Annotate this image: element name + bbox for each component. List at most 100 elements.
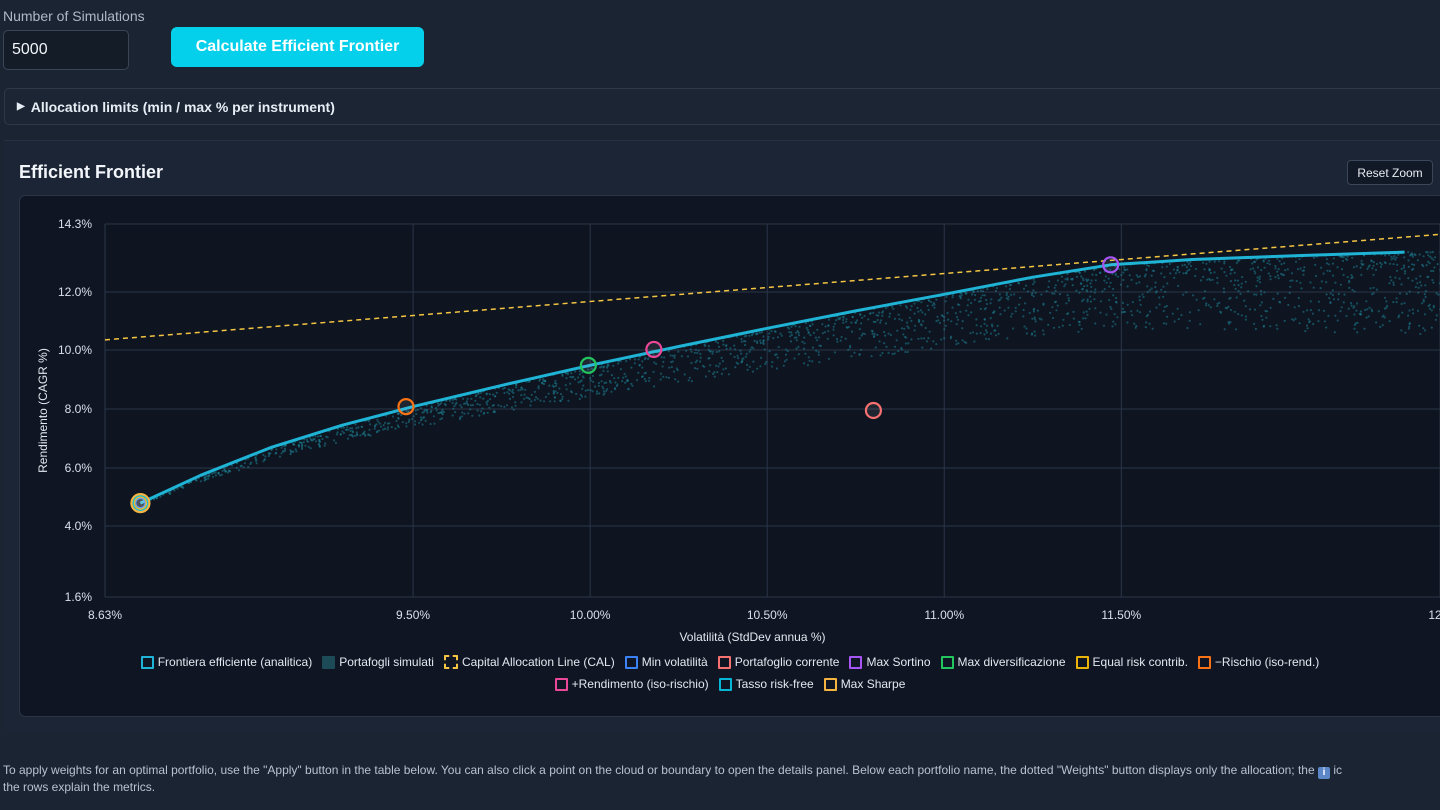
simulated-portfolio-point[interactable] (553, 400, 556, 403)
simulated-portfolio-point[interactable] (1054, 289, 1057, 292)
simulated-portfolio-point[interactable] (937, 319, 940, 322)
simulated-portfolio-point[interactable] (1252, 267, 1255, 270)
simulated-portfolio-point[interactable] (661, 365, 664, 368)
simulated-portfolio-point[interactable] (411, 417, 414, 421)
simulated-portfolio-point[interactable] (702, 364, 705, 368)
simulated-portfolio-point[interactable] (167, 491, 171, 494)
simulated-portfolio-point[interactable] (1381, 315, 1384, 318)
simulated-portfolio-point[interactable] (1090, 279, 1093, 282)
simulated-portfolio-point[interactable] (262, 460, 265, 463)
simulated-portfolio-point[interactable] (1199, 323, 1202, 326)
simulated-portfolio-point[interactable] (600, 380, 603, 383)
simulated-portfolio-point[interactable] (570, 372, 573, 375)
simulated-portfolio-point[interactable] (477, 392, 480, 395)
simulated-portfolio-point[interactable] (361, 432, 364, 436)
simulated-portfolio-point[interactable] (998, 298, 1002, 301)
simulated-portfolio-point[interactable] (927, 299, 931, 302)
simulated-portfolio-point[interactable] (349, 429, 352, 432)
simulated-portfolio-point[interactable] (1428, 307, 1431, 310)
simulated-portfolio-point[interactable] (1325, 281, 1328, 284)
simulated-portfolio-point[interactable] (614, 381, 617, 384)
simulated-portfolio-point[interactable] (429, 411, 432, 414)
simulated-portfolio-point[interactable] (850, 355, 853, 358)
simulated-portfolio-point[interactable] (548, 384, 551, 387)
simulated-portfolio-point[interactable] (1014, 306, 1017, 309)
simulated-portfolio-point[interactable] (790, 333, 793, 337)
simulated-portfolio-point[interactable] (903, 327, 906, 330)
simulated-portfolio-point[interactable] (1216, 302, 1219, 305)
simulated-portfolio-point[interactable] (469, 408, 472, 411)
simulated-portfolio-point[interactable] (984, 329, 988, 332)
simulated-portfolio-point[interactable] (765, 360, 768, 364)
simulated-portfolio-point[interactable] (1294, 260, 1298, 263)
simulated-portfolio-point[interactable] (1228, 265, 1232, 269)
simulated-portfolio-point[interactable] (1260, 293, 1263, 296)
simulated-portfolio-point[interactable] (1375, 262, 1379, 266)
simulated-portfolio-point[interactable] (1032, 295, 1035, 298)
simulated-portfolio-point[interactable] (421, 423, 424, 426)
simulated-portfolio-point[interactable] (1262, 324, 1266, 327)
simulated-portfolio-point[interactable] (920, 324, 923, 327)
simulated-portfolio-point[interactable] (680, 355, 683, 358)
simulated-portfolio-point[interactable] (1022, 315, 1025, 318)
simulated-portfolio-point[interactable] (797, 331, 800, 334)
simulated-portfolio-point[interactable] (671, 354, 675, 357)
simulated-portfolio-point[interactable] (951, 306, 954, 309)
simulated-portfolio-point[interactable] (1350, 276, 1353, 280)
simulated-portfolio-point[interactable] (470, 397, 473, 400)
simulated-portfolio-point[interactable] (1372, 273, 1375, 276)
simulated-portfolio-point[interactable] (1028, 311, 1031, 314)
simulated-portfolio-point[interactable] (376, 418, 379, 421)
simulated-portfolio-point[interactable] (1165, 322, 1168, 325)
simulated-portfolio-point[interactable] (386, 428, 389, 431)
simulated-portfolio-point[interactable] (1010, 315, 1013, 318)
simulated-portfolio-point[interactable] (1288, 291, 1291, 294)
simulated-portfolio-point[interactable] (1347, 307, 1350, 310)
simulated-portfolio-point[interactable] (503, 391, 506, 395)
simulated-portfolio-point[interactable] (1005, 292, 1008, 295)
simulated-portfolio-point[interactable] (1031, 292, 1034, 295)
simulated-portfolio-point[interactable] (987, 338, 991, 341)
simulated-portfolio-point[interactable] (943, 337, 946, 340)
simulated-portfolio-point[interactable] (1121, 301, 1125, 304)
simulated-portfolio-point[interactable] (812, 331, 816, 334)
simulated-portfolio-point[interactable] (1279, 301, 1282, 304)
simulated-portfolio-point[interactable] (951, 296, 954, 299)
simulated-portfolio-point[interactable] (603, 381, 606, 384)
simulated-portfolio-point[interactable] (455, 398, 458, 401)
simulated-portfolio-point[interactable] (1253, 308, 1257, 311)
simulated-portfolio-point[interactable] (1090, 290, 1093, 293)
simulated-portfolio-point[interactable] (935, 298, 938, 301)
simulated-portfolio-point[interactable] (693, 351, 696, 354)
simulated-portfolio-point[interactable] (744, 355, 748, 358)
simulated-portfolio-point[interactable] (806, 328, 809, 331)
simulated-portfolio-point[interactable] (467, 403, 470, 407)
simulated-portfolio-point[interactable] (479, 391, 482, 394)
simulated-portfolio-point[interactable] (334, 441, 337, 444)
simulated-portfolio-point[interactable] (1370, 259, 1373, 262)
simulated-portfolio-point[interactable] (1260, 301, 1263, 304)
simulated-portfolio-point[interactable] (930, 347, 933, 350)
simulated-portfolio-point[interactable] (514, 404, 517, 407)
simulated-portfolio-point[interactable] (542, 380, 545, 383)
simulated-portfolio-point[interactable] (1109, 281, 1112, 284)
simulated-portfolio-point[interactable] (349, 427, 352, 430)
simulated-portfolio-point[interactable] (267, 452, 270, 455)
simulated-portfolio-point[interactable] (1419, 332, 1422, 336)
simulated-portfolio-point[interactable] (1240, 286, 1243, 289)
simulated-portfolio-point[interactable] (994, 334, 998, 337)
simulated-portfolio-point[interactable] (1430, 257, 1433, 260)
simulated-portfolio-point[interactable] (998, 293, 1001, 296)
simulated-portfolio-point[interactable] (1213, 260, 1216, 263)
simulated-portfolio-point[interactable] (983, 333, 986, 336)
simulated-portfolio-point[interactable] (1384, 254, 1387, 257)
simulated-portfolio-point[interactable] (909, 308, 912, 311)
simulated-portfolio-point[interactable] (790, 331, 793, 334)
simulated-portfolio-point[interactable] (905, 306, 909, 309)
simulated-portfolio-point[interactable] (443, 402, 446, 406)
simulated-portfolio-point[interactable] (606, 370, 609, 373)
simulated-portfolio-point[interactable] (1350, 302, 1353, 305)
simulated-portfolio-point[interactable] (803, 336, 806, 339)
simulated-portfolio-point[interactable] (1071, 277, 1074, 280)
simulated-portfolio-point[interactable] (858, 337, 861, 340)
